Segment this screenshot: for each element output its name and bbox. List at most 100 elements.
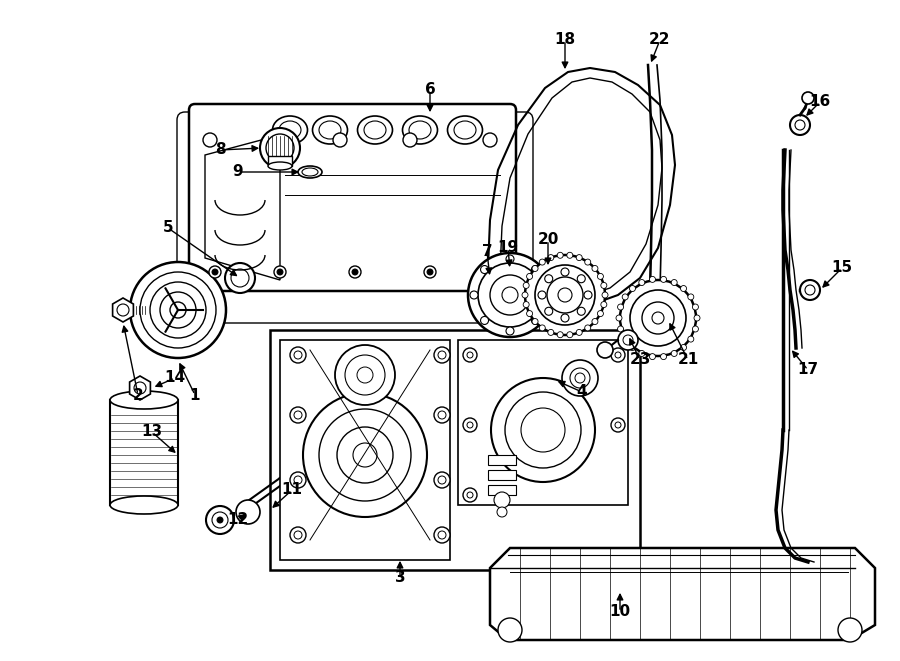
Circle shape	[585, 325, 590, 331]
Circle shape	[506, 255, 514, 263]
Circle shape	[494, 266, 506, 278]
Circle shape	[263, 133, 277, 147]
Circle shape	[838, 618, 862, 642]
Polygon shape	[490, 548, 875, 640]
Circle shape	[542, 291, 550, 299]
Circle shape	[333, 133, 347, 147]
Circle shape	[652, 312, 664, 324]
Ellipse shape	[312, 116, 347, 144]
Circle shape	[478, 263, 542, 327]
Circle shape	[438, 411, 446, 419]
Circle shape	[639, 280, 644, 286]
Ellipse shape	[298, 166, 322, 178]
Circle shape	[494, 492, 510, 508]
Circle shape	[617, 304, 624, 310]
Circle shape	[584, 291, 592, 299]
Circle shape	[577, 275, 585, 283]
Circle shape	[694, 315, 700, 321]
Circle shape	[620, 280, 696, 356]
Circle shape	[629, 344, 635, 350]
Circle shape	[491, 378, 595, 482]
Circle shape	[236, 500, 260, 524]
Bar	[488, 485, 516, 495]
FancyBboxPatch shape	[189, 104, 516, 291]
Bar	[458, 340, 628, 505]
Circle shape	[795, 120, 805, 130]
Text: 17: 17	[797, 362, 819, 377]
Circle shape	[217, 517, 223, 523]
Circle shape	[481, 266, 489, 274]
Circle shape	[134, 382, 146, 394]
Text: 7: 7	[482, 245, 492, 260]
Circle shape	[266, 134, 294, 162]
Circle shape	[630, 290, 686, 346]
Ellipse shape	[110, 391, 178, 409]
Circle shape	[601, 282, 607, 288]
Circle shape	[117, 304, 129, 316]
Text: 15: 15	[832, 260, 852, 276]
Circle shape	[650, 354, 655, 360]
Circle shape	[345, 355, 385, 395]
Circle shape	[538, 291, 546, 299]
Circle shape	[526, 311, 533, 317]
Circle shape	[438, 476, 446, 484]
Text: 14: 14	[165, 371, 185, 385]
Circle shape	[661, 276, 667, 282]
Circle shape	[497, 269, 503, 275]
Ellipse shape	[364, 121, 386, 139]
Circle shape	[497, 507, 507, 517]
Circle shape	[577, 307, 585, 315]
Circle shape	[532, 317, 539, 325]
Circle shape	[562, 360, 598, 396]
Circle shape	[467, 492, 473, 498]
Circle shape	[532, 319, 538, 325]
Circle shape	[539, 259, 545, 265]
Circle shape	[692, 304, 698, 310]
Circle shape	[802, 92, 814, 104]
Circle shape	[592, 319, 598, 325]
Text: 18: 18	[554, 32, 576, 48]
Circle shape	[434, 527, 450, 543]
Circle shape	[688, 336, 694, 342]
Text: 8: 8	[215, 143, 225, 157]
Circle shape	[403, 133, 417, 147]
Circle shape	[160, 292, 196, 328]
Text: 19: 19	[498, 241, 518, 256]
Circle shape	[544, 275, 553, 283]
Circle shape	[639, 350, 644, 356]
Circle shape	[617, 326, 624, 332]
Circle shape	[570, 368, 590, 388]
Circle shape	[601, 301, 607, 307]
Circle shape	[303, 393, 427, 517]
Circle shape	[463, 418, 477, 432]
Circle shape	[642, 302, 674, 334]
Text: 3: 3	[395, 570, 405, 586]
Circle shape	[671, 350, 677, 356]
Bar	[110, 400, 178, 505]
Text: 21: 21	[678, 352, 698, 368]
Circle shape	[688, 294, 694, 300]
Circle shape	[294, 411, 302, 419]
Text: 4: 4	[577, 385, 588, 399]
Ellipse shape	[402, 116, 437, 144]
Ellipse shape	[268, 162, 292, 170]
Ellipse shape	[110, 496, 178, 514]
Text: 16: 16	[809, 95, 831, 110]
Circle shape	[170, 302, 186, 318]
Circle shape	[680, 344, 687, 350]
Bar	[268, 156, 292, 166]
Circle shape	[434, 347, 450, 363]
Circle shape	[260, 128, 300, 168]
Bar	[280, 340, 450, 560]
Circle shape	[611, 418, 625, 432]
Circle shape	[646, 335, 656, 345]
Bar	[488, 470, 516, 480]
Circle shape	[212, 269, 218, 275]
Circle shape	[692, 326, 698, 332]
Circle shape	[290, 527, 306, 543]
Circle shape	[661, 354, 667, 360]
Circle shape	[231, 269, 249, 287]
Circle shape	[548, 329, 554, 335]
Circle shape	[544, 307, 553, 315]
Polygon shape	[205, 135, 280, 280]
